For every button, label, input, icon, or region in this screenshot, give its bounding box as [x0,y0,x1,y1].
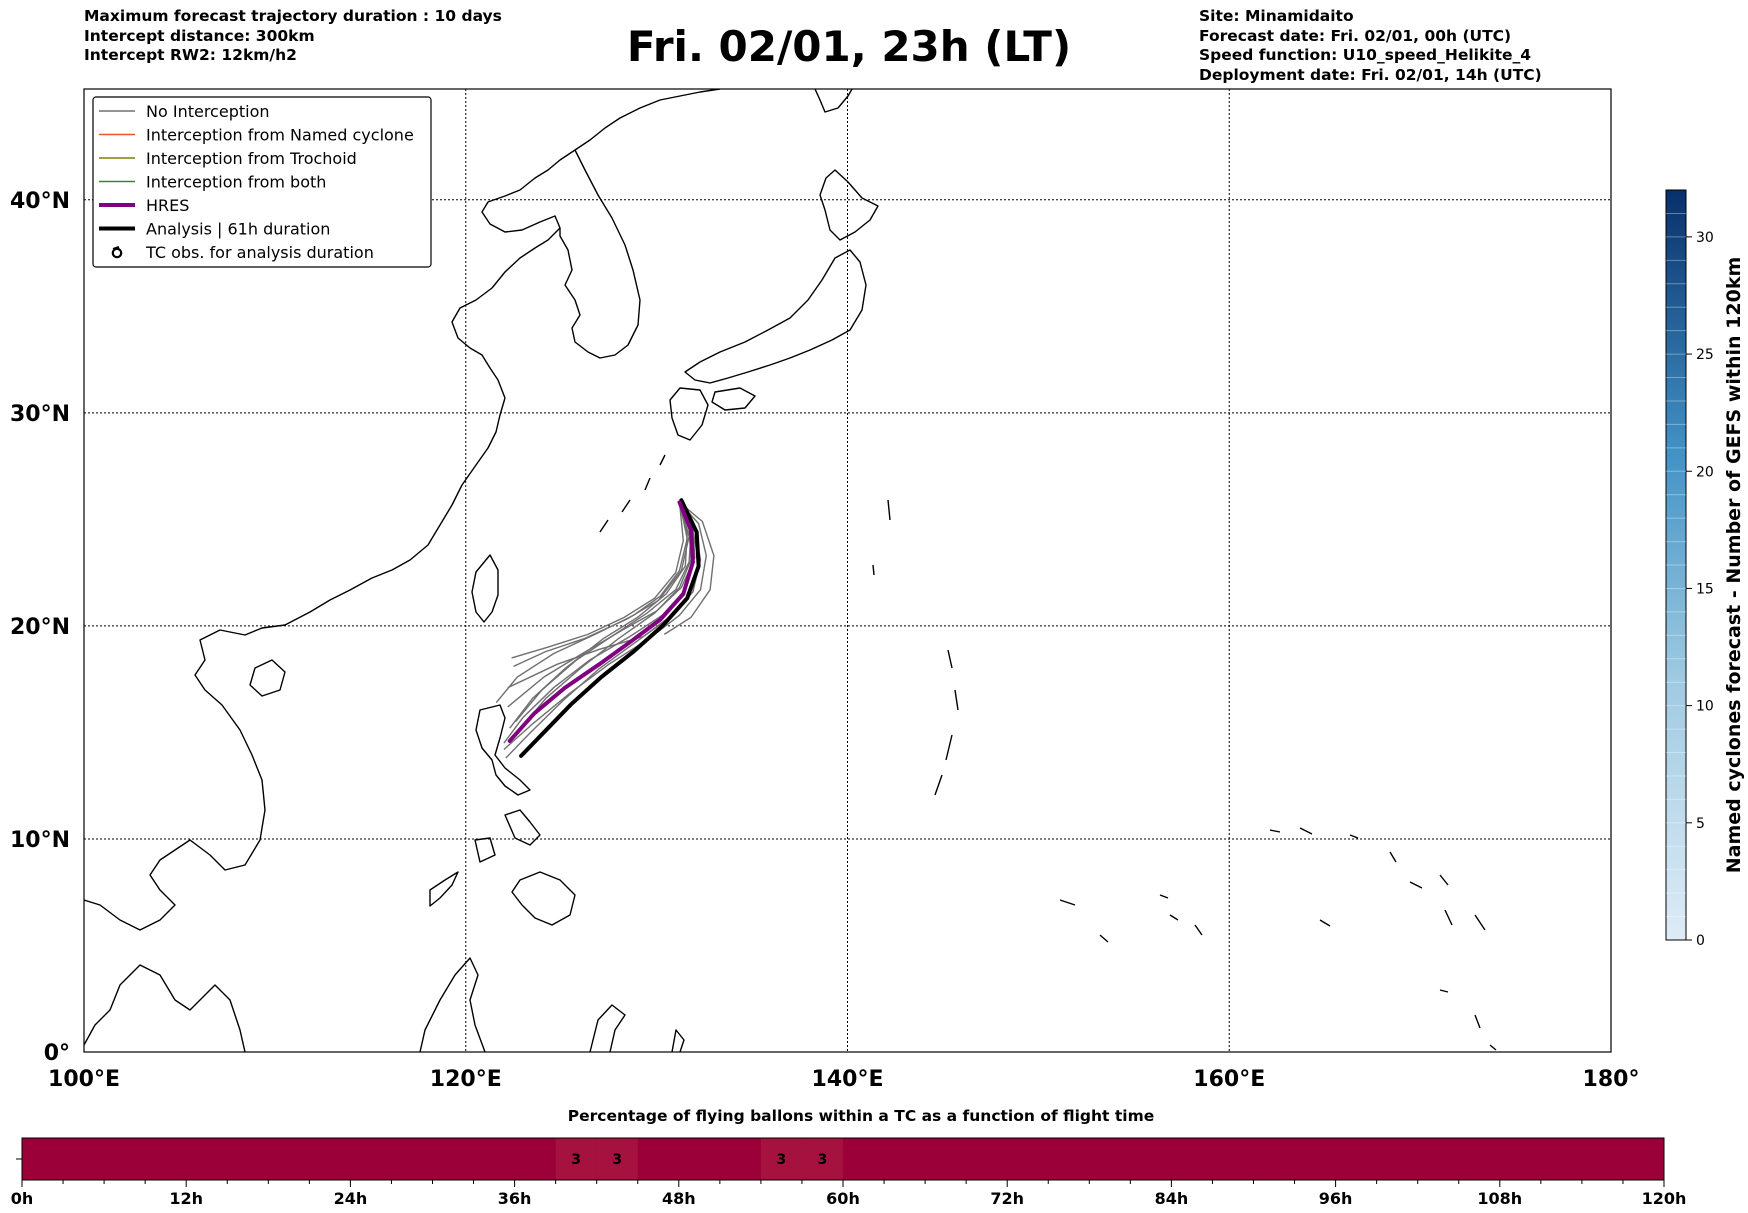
coast-indochina [84,397,506,931]
legend: No Interception Interception from Named c… [92,96,432,268]
colorbar-tick-label: 20 [1696,464,1714,480]
flight-bar-tick-label: 120h [1642,1189,1687,1208]
ensemble-trajectory [663,501,715,635]
colorbar-tick-label: 5 [1696,816,1705,832]
coast-marianas [934,649,959,796]
parameters-block: Maximum forecast trajectory duration : 1… [84,7,502,66]
latitude-tick-label: 30°N [10,402,70,427]
intercept-distance-text: Intercept distance: 300km [84,26,315,45]
coast-palawan [429,871,459,907]
trajectories [495,498,715,759]
max-duration-text: Maximum forecast trajectory duration : 1… [84,7,502,25]
coast-micronesia [1059,827,1486,943]
forecast-info-block: Site: Minamidaito Forecast date: Fri. 02… [1199,7,1542,85]
flight-bar-cell-label: 3 [777,1152,787,1168]
flight-bar-tick-label: 60h [826,1189,860,1208]
coast-taiwan [471,554,499,623]
colorbar: 0 5 10 15 20 25 30 Named cyclones forecast - N… [1665,189,1745,949]
intercept-rw2-text: Intercept RW2: 12km/h2 [84,46,297,64]
site-text: Site: Minamidaito [1199,7,1354,25]
hres-trajectory [507,500,695,743]
coast-sulawesi [589,1004,626,1052]
coast-visayas [474,809,541,863]
flight-time-bar: Percentage of flying ballons within a TC… [11,1107,1687,1208]
ensemble-trajectory [495,502,688,704]
flight-bar-tick-label: 72h [990,1189,1024,1208]
flight-bar-tick-label: 108h [1477,1189,1522,1208]
longitude-tick-label: 140°E [812,1067,884,1092]
coast-bonin [872,499,891,576]
coast-kyushu [669,387,709,441]
flight-bar-tick-label: 96h [1319,1189,1353,1208]
longitude-tick-label: 120°E [430,1067,502,1092]
forecast-date-text: Forecast date: Fri. 02/01, 00h (UTC) [1199,26,1512,45]
latitude-tick-label: 0° [44,1041,70,1066]
coast-luzon [475,704,531,796]
coast-marshall [1439,989,1497,1051]
flight-bar-cell-label: 3 [612,1152,622,1168]
map-frame [83,88,1612,1053]
flight-bar-title: Percentage of flying ballons within a TC… [568,1107,1155,1125]
legend-label: No Interception [146,102,270,121]
latitude-tick-label: 10°N [10,828,70,853]
latitude-ticks: 0° 10°N 20°N 30°N 40°N [10,189,70,1066]
longitude-tick-label: 180° [1583,1067,1640,1092]
legend-label: Analysis | 61h duration [146,220,330,239]
legend-box [92,96,432,268]
speed-function-text: Speed function: U10_speed_Helikite_4 [1199,46,1532,64]
gridlines [84,89,1611,1052]
colorbar-tick-label: 10 [1696,699,1714,715]
coast-korea [559,149,641,359]
deployment-date-text: Deployment date: Fri. 02/01, 14h (UTC) [1199,65,1542,84]
coast-ryukyu [599,454,666,533]
ensemble-trajectory [511,502,685,659]
legend-label: Interception from both [146,173,326,192]
longitude-ticks: 100°E 120°E 140°E 160°E 180° [48,1067,1639,1092]
longitude-tick-label: 160°E [1193,1067,1265,1092]
flight-bar-tick-label: 0h [11,1189,34,1208]
colorbar-tick-label: 0 [1696,933,1705,949]
flight-bar-tick-label: 24h [334,1189,368,1208]
coast-honshu [684,249,867,384]
coast-hokkaido [819,169,879,241]
colorbar-gradient [1665,189,1687,941]
coast-asia-mainland [84,964,246,1052]
coast-mindanao [511,871,576,926]
latitude-tick-label: 20°N [10,615,70,640]
latitude-tick-label: 40°N [10,189,70,214]
map-title: Fri. 02/01, 23h (LT) [626,22,1072,71]
coast-sakhalin [814,89,853,113]
colorbar-tick-label: 30 [1696,230,1714,246]
flight-bar-cell-label: 3 [571,1152,581,1168]
flight-bar-cell [760,1138,802,1180]
colorbar-tick-label: 25 [1696,347,1714,363]
cyclone-icon [111,246,123,259]
analysis-trajectory [519,498,701,758]
flight-bar-tick-label: 84h [1155,1189,1189,1208]
coast-china-north [451,89,721,399]
legend-label: HRES [146,196,189,215]
legend-label: Interception from Named cyclone [146,126,414,145]
legend-label: Interception from Trochoid [146,149,357,168]
flight-bar-cell [596,1138,638,1180]
coast-hainan [249,659,286,697]
flight-bar-tick-label: 36h [498,1189,532,1208]
flight-bar-tick-label: 12h [169,1189,203,1208]
flight-bar-tick-label: 48h [662,1189,696,1208]
flight-bar-cell [801,1138,843,1180]
flight-bar-cell-label: 3 [818,1152,828,1168]
coastlines [84,89,1497,1052]
colorbar-label: Named cyclones forecast - Number of GEFS… [1723,257,1745,874]
coast-borneo [419,957,486,1052]
flight-bar-cell [555,1138,597,1180]
colorbar-tick-label: 15 [1696,581,1714,597]
ensemble-trajectory [503,501,708,751]
coast-shikoku [711,387,756,411]
coast-halmahera [671,1029,685,1052]
longitude-tick-label: 100°E [48,1067,120,1092]
legend-label: TC obs. for analysis duration [145,243,374,262]
